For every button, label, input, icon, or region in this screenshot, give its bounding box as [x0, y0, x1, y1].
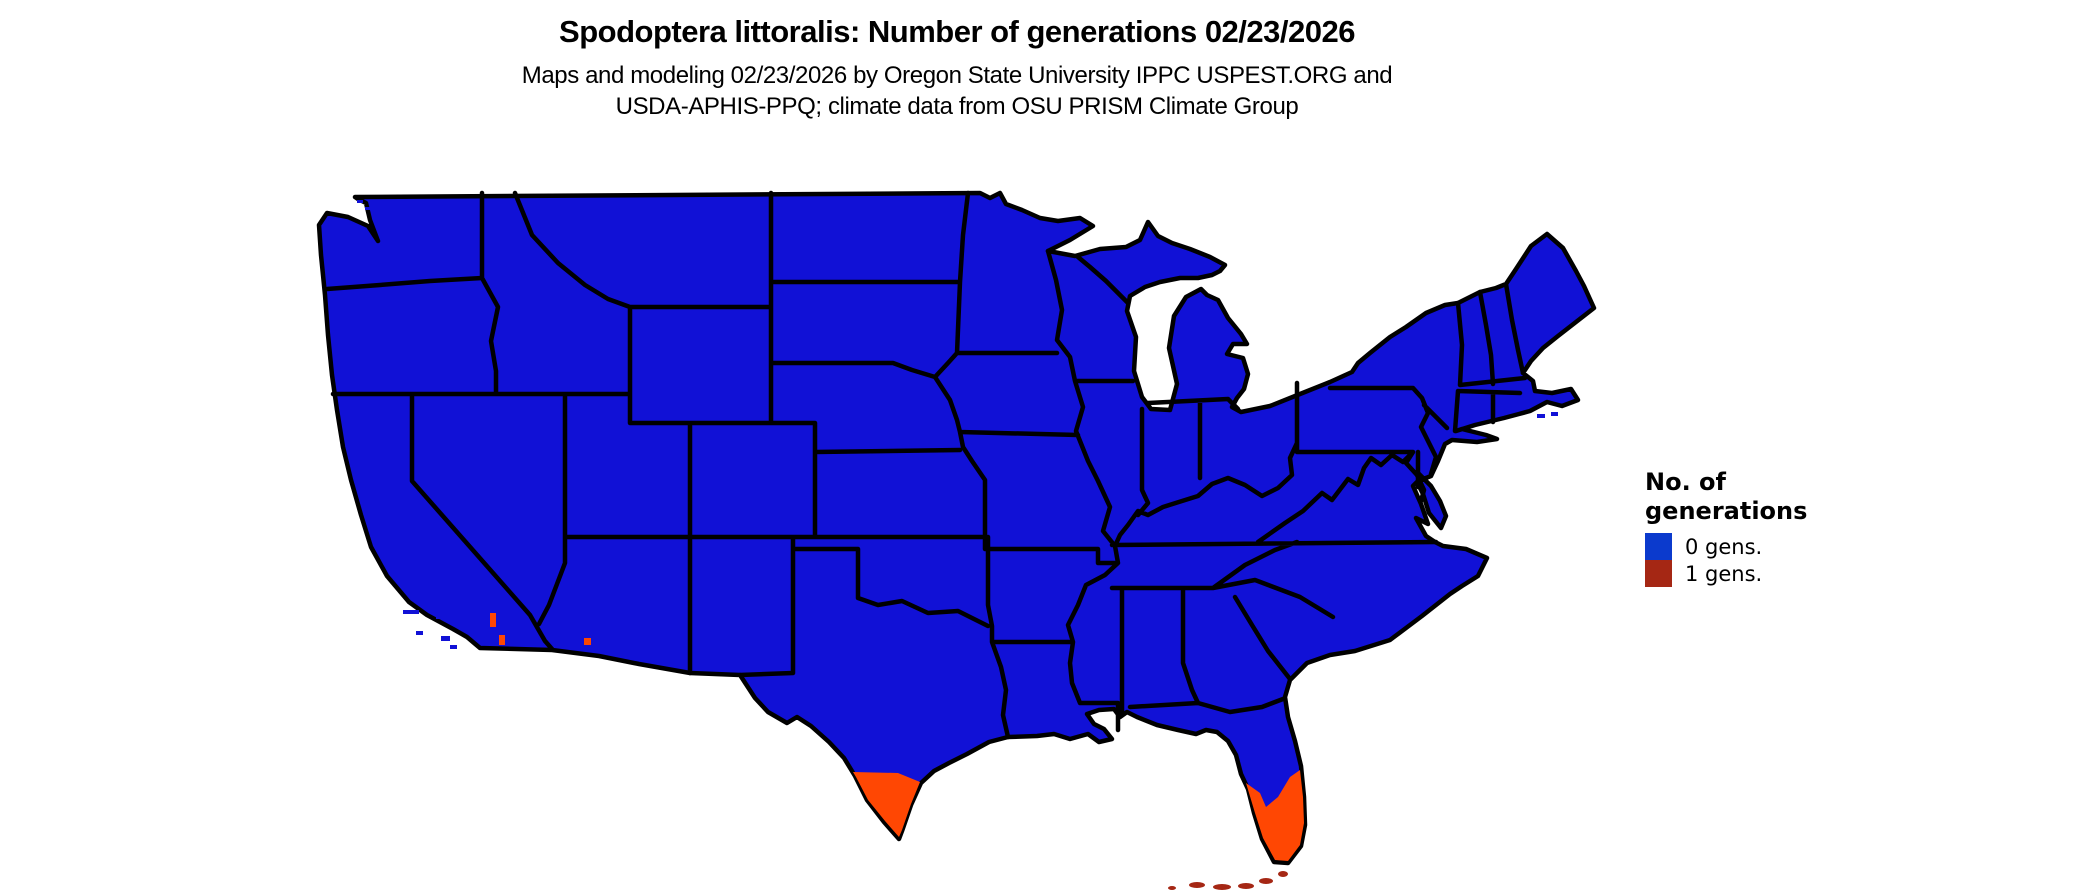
one-gen-south-florida [1246, 770, 1304, 861]
subtitle-line-2: USDA-APHIS-PPQ; climate data from OSU PR… [615, 93, 1299, 120]
legend-item-0-gens: 0 gens. [1645, 533, 1807, 560]
one-gen-spot-socal-2 [499, 635, 505, 645]
legend-swatch-1-gens-rect [1645, 560, 1672, 587]
legend: No. of generations 0 gens. 1 gens. [1645, 468, 1807, 587]
one-gen-spot-arizona [584, 638, 591, 645]
one-gen-south-texas [853, 772, 920, 837]
subtitle-line-1: Maps and modeling 02/23/2026 by Oregon S… [521, 62, 1393, 89]
map-title: Spodoptera littoralis: Number of generat… [559, 14, 1355, 49]
legend-swatch-0-gens-rect [1645, 533, 1672, 560]
one-generation-areas [490, 613, 1304, 861]
legend-label-0-gens: 0 gens. [1685, 534, 1763, 559]
legend-swatch-1-gens [1645, 560, 1672, 587]
legend-title: No. of generations [1645, 468, 1807, 526]
state-borders [324, 190, 1528, 740]
us-landmass [316, 190, 1597, 866]
legend-title-line-1: No. of [1645, 468, 1726, 496]
map-subtitle: Maps and modeling 02/23/2026 by Oregon S… [300, 60, 1614, 122]
us-generations-map [316, 190, 1597, 890]
legend-title-line-2: generations [1645, 497, 1808, 525]
one-gen-spot-socal-1 [490, 613, 496, 627]
legend-label-1-gens: 1 gens. [1685, 561, 1763, 586]
offshore-islands [357, 200, 1558, 649]
legend-item-1-gens: 1 gens. [1645, 560, 1807, 587]
legend-rows: 0 gens. 1 gens. [1645, 533, 1807, 587]
legend-swatch-0-gens [1645, 533, 1672, 560]
florida-keys [1168, 871, 1288, 890]
